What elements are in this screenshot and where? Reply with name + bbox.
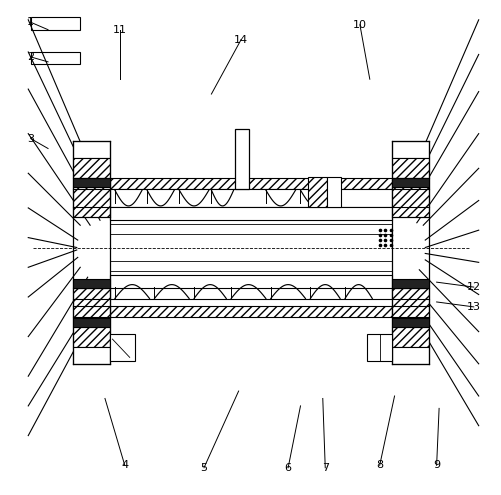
Bar <box>110 275 391 288</box>
Bar <box>391 187 428 217</box>
Text: 9: 9 <box>432 460 439 470</box>
Text: 7: 7 <box>321 463 328 473</box>
Text: 6: 6 <box>284 463 291 473</box>
Text: 8: 8 <box>375 460 382 470</box>
Bar <box>110 284 391 299</box>
Text: 5: 5 <box>200 463 207 473</box>
Bar <box>110 178 391 189</box>
Bar <box>110 207 391 220</box>
Bar <box>307 177 326 207</box>
Bar <box>110 334 134 361</box>
Bar <box>391 141 428 158</box>
Bar <box>73 187 110 217</box>
Bar <box>367 334 391 361</box>
Bar <box>391 178 428 187</box>
Bar <box>73 318 110 327</box>
Bar <box>391 288 428 318</box>
Text: 12: 12 <box>466 282 480 292</box>
Bar <box>31 52 80 64</box>
Bar <box>73 288 110 318</box>
Bar <box>73 327 110 346</box>
Text: 14: 14 <box>233 35 247 45</box>
Text: 11: 11 <box>113 25 127 35</box>
Bar <box>391 158 428 178</box>
Text: 3: 3 <box>27 134 34 144</box>
Bar <box>326 177 340 207</box>
Text: 4: 4 <box>121 460 128 470</box>
Text: 1: 1 <box>27 17 34 27</box>
Bar <box>391 327 428 346</box>
Bar <box>234 129 248 189</box>
Bar <box>391 318 428 327</box>
Bar <box>110 189 391 207</box>
Bar <box>73 141 110 158</box>
Bar <box>391 279 428 288</box>
Bar <box>73 279 110 288</box>
Bar <box>31 17 80 30</box>
Bar <box>110 306 391 317</box>
Text: 2: 2 <box>27 52 34 62</box>
Bar <box>391 346 428 364</box>
Text: 13: 13 <box>466 302 480 312</box>
Text: 10: 10 <box>352 20 366 30</box>
Bar <box>73 158 110 178</box>
Bar <box>73 346 110 364</box>
Bar <box>73 178 110 187</box>
